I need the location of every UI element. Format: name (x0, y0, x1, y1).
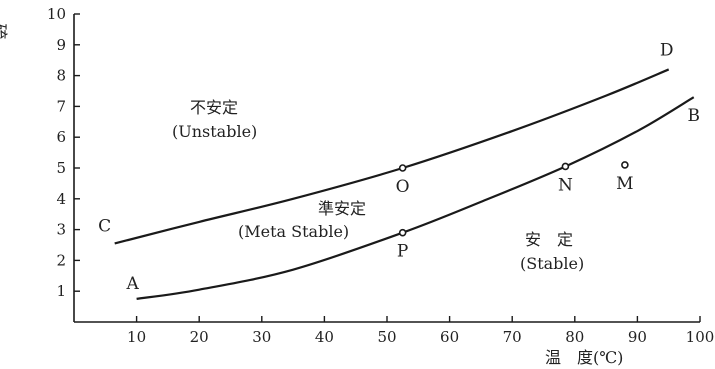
x-tick-label: 30 (252, 328, 271, 346)
y-tick-label: 2 (56, 251, 66, 269)
x-tick-label: 50 (377, 328, 396, 346)
curve-ab (136, 96, 695, 300)
point-m-label: M (616, 174, 633, 194)
y-tick-label: 5 (56, 159, 66, 177)
point-p-label: P (397, 242, 408, 262)
region-unstable-label: 不安定 (190, 98, 238, 117)
curve-label-b: B (687, 106, 700, 126)
x-tick-label: 20 (190, 328, 209, 346)
x-tick-label: 90 (628, 328, 647, 346)
y-ticks: 1 2 3 4 5 6 7 8 9 10 (47, 5, 80, 300)
region-meta-stable: 準安定 (Meta Stable) (238, 199, 366, 241)
y-tick-label: 8 (56, 67, 66, 85)
curve-label-a: A (125, 274, 139, 294)
y-axis-label: 硫黄濃度(%) (0, 21, 8, 40)
x-tick-label: 40 (315, 328, 334, 346)
y-tick-label: 6 (56, 128, 66, 146)
point-n-marker (561, 162, 570, 171)
point-o-marker (398, 164, 407, 172)
point-p-marker (398, 228, 407, 237)
region-stable: 安 定 (Stable) (520, 230, 584, 273)
y-tick-label: 7 (56, 97, 66, 115)
x-tick-label: 100 (686, 328, 715, 346)
x-tick-label: 10 (127, 328, 146, 346)
curve-label-c: C (98, 216, 111, 236)
y-tick-label: 1 (56, 282, 66, 300)
x-tick-label: 60 (440, 328, 459, 346)
curve-end-labels: A B C D (98, 40, 700, 293)
points: O P N M (396, 161, 634, 262)
region-meta-stable-sublabel: (Meta Stable) (238, 222, 349, 241)
y-tick-label: 3 (56, 221, 66, 239)
region-unstable: 不安定 (Unstable) (172, 98, 257, 141)
x-ticks: 10 20 30 40 50 60 70 80 90 100 (127, 316, 714, 346)
point-o-label: O (396, 177, 410, 197)
y-tick-label: 9 (56, 36, 66, 54)
point-m-marker (621, 161, 629, 169)
x-tick-label: 80 (565, 328, 584, 346)
x-tick-label: 70 (503, 328, 522, 346)
point-n-label: N (558, 175, 573, 195)
y-tick-label: 10 (47, 5, 66, 23)
region-stable-sublabel: (Stable) (520, 254, 584, 273)
curve-label-d: D (660, 40, 674, 60)
region-unstable-sublabel: (Unstable) (172, 122, 257, 141)
region-meta-stable-label: 準安定 (318, 199, 366, 218)
x-axis-label: 温 度(℃) (545, 348, 623, 367)
region-stable-label: 安 定 (525, 230, 573, 249)
y-tick-label: 4 (56, 190, 66, 208)
